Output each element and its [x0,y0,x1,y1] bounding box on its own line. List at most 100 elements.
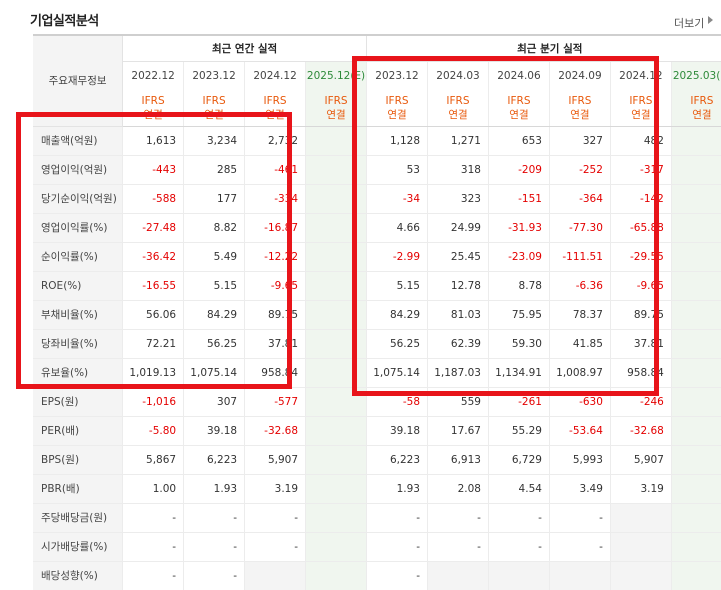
table-cell [671,271,721,301]
table-cell [671,416,721,446]
financial-table: 주요재무정보 최근 연간 실적 최근 분기 실적 2022.12 2023.12 2… [33,34,721,590]
table-cell: -630 [549,386,611,417]
table-cell: 81.03 [427,299,489,330]
table-cell: 958.84 [244,358,307,388]
table-cell [488,561,550,590]
table-cell [305,474,368,504]
period-header: 2023.12 [183,61,246,90]
table-row: 순이익률(%) -36.42 5.49 -12.22 -2.99 25.45 -23.09-… [33,242,721,272]
period-header: 2024.06 [488,61,550,90]
annual-group-header: 최근 연간 실적 [122,34,367,62]
row-label: 순이익률(%) [33,242,124,272]
row-label: 배당성향(%) [33,561,124,590]
table-cell: - [122,561,185,590]
period-header: 2025.12(E) [305,61,368,90]
ifrs-line1: IFRS [507,94,531,107]
table-cell: 1,187.03 [427,358,489,388]
table-cell: 6,729 [488,445,550,475]
table-cell: -588 [122,184,185,214]
table-cell: - [427,532,489,562]
table-cell: 482 [610,126,672,156]
ifrs-line2: 연결 [570,108,590,121]
table-cell: 37.81 [244,329,307,359]
table-cell [305,212,368,243]
table-cell: 2,732 [244,126,307,156]
ifrs-label: IFRS 연결 [366,90,428,127]
table-cell [305,561,368,590]
row-label: 주당배당금(원) [33,503,124,533]
row-label: EPS(원) [33,386,124,417]
ifrs-line2: 연결 [143,108,163,121]
table-cell: 3.19 [244,474,307,504]
chevron-right-icon[interactable] [708,16,713,24]
table-cell: -32.68 [244,416,307,446]
table-cell [610,503,672,533]
ifrs-line2: 연결 [631,108,651,121]
table-cell [671,212,721,243]
table-cell: 1,019.13 [122,358,185,388]
ifrs-line2: 연결 [692,108,712,121]
table-cell: 1,271 [427,126,489,156]
period-header: 2024.12 [244,61,307,90]
ifrs-line1: IFRS [568,94,592,107]
table-cell: -58 [366,386,428,417]
table-cell: 1.00 [122,474,185,504]
table-cell: 1,613 [122,126,185,156]
table-cell [671,445,721,475]
table-cell: 59.30 [488,329,550,359]
table-cell: 958.84 [610,358,672,388]
table-cell: -261 [488,386,550,417]
table-cell: 5.49 [183,242,246,272]
table-cell: -151 [488,184,550,214]
ifrs-line2: 연결 [387,108,407,121]
table-cell: 84.29 [183,299,246,330]
table-cell [671,358,721,388]
table-cell [305,155,368,185]
row-label: PER(배) [33,416,124,446]
table-cell [671,184,721,214]
row-label: BPS(원) [33,445,124,475]
table-cell: 1.93 [366,474,428,504]
table-cell [305,184,368,214]
table-cell: 3,234 [183,126,246,156]
table-cell: -27.48 [122,212,185,243]
table-cell: -65.88 [610,212,672,243]
table-cell: - [488,503,550,533]
table-cell: 1,075.14 [183,358,246,388]
row-label: 영업이익률(%) [33,212,124,243]
table-cell: 1,008.97 [549,358,611,388]
table-cell: - [183,503,246,533]
ifrs-label: IFRS 연결 [305,90,368,127]
table-cell [305,126,368,156]
table-cell: 1,075.14 [366,358,428,388]
table-row: PER(배) -5.80 39.18 -32.68 39.18 17.67 55.29 -53… [33,416,721,446]
table-cell: 5.15 [183,271,246,301]
table-cell: 6,913 [427,445,489,475]
table-cell: -209 [488,155,550,185]
more-link[interactable]: 더보기 [674,17,705,30]
table-cell: 4.66 [366,212,428,243]
table-cell: 25.45 [427,242,489,272]
table-row: ROE(%) -16.55 5.15 -9.65 5.15 12.78 8.78 -6.36-… [33,271,721,301]
period-header: 2024.09 [549,61,611,90]
table-cell: 72.21 [122,329,185,359]
table-cell: 3.19 [610,474,672,504]
table-cell: 56.06 [122,299,185,330]
row-label: 유보율(%) [33,358,124,388]
table-cell: 78.37 [549,299,611,330]
table-cell: -461 [244,155,307,185]
table-cell: 89.75 [610,299,672,330]
period-header: 2024.03 [427,61,489,90]
table-cell: 39.18 [366,416,428,446]
table-row: 유보율(%) 1,019.13 1,075.14 958.84 1,075.14 1,18… [33,358,721,388]
table-cell: - [366,561,428,590]
row-label: 영업이익(억원) [33,155,124,185]
table-cell: -364 [549,184,611,214]
table-cell [305,532,368,562]
table-cell: 307 [183,386,246,417]
table-cell: 6,223 [366,445,428,475]
table-cell: -16.55 [122,271,185,301]
table-cell: 285 [183,155,246,185]
row-label-header: 주요재무정보 [33,34,124,127]
ifrs-line1: IFRS [202,94,226,107]
